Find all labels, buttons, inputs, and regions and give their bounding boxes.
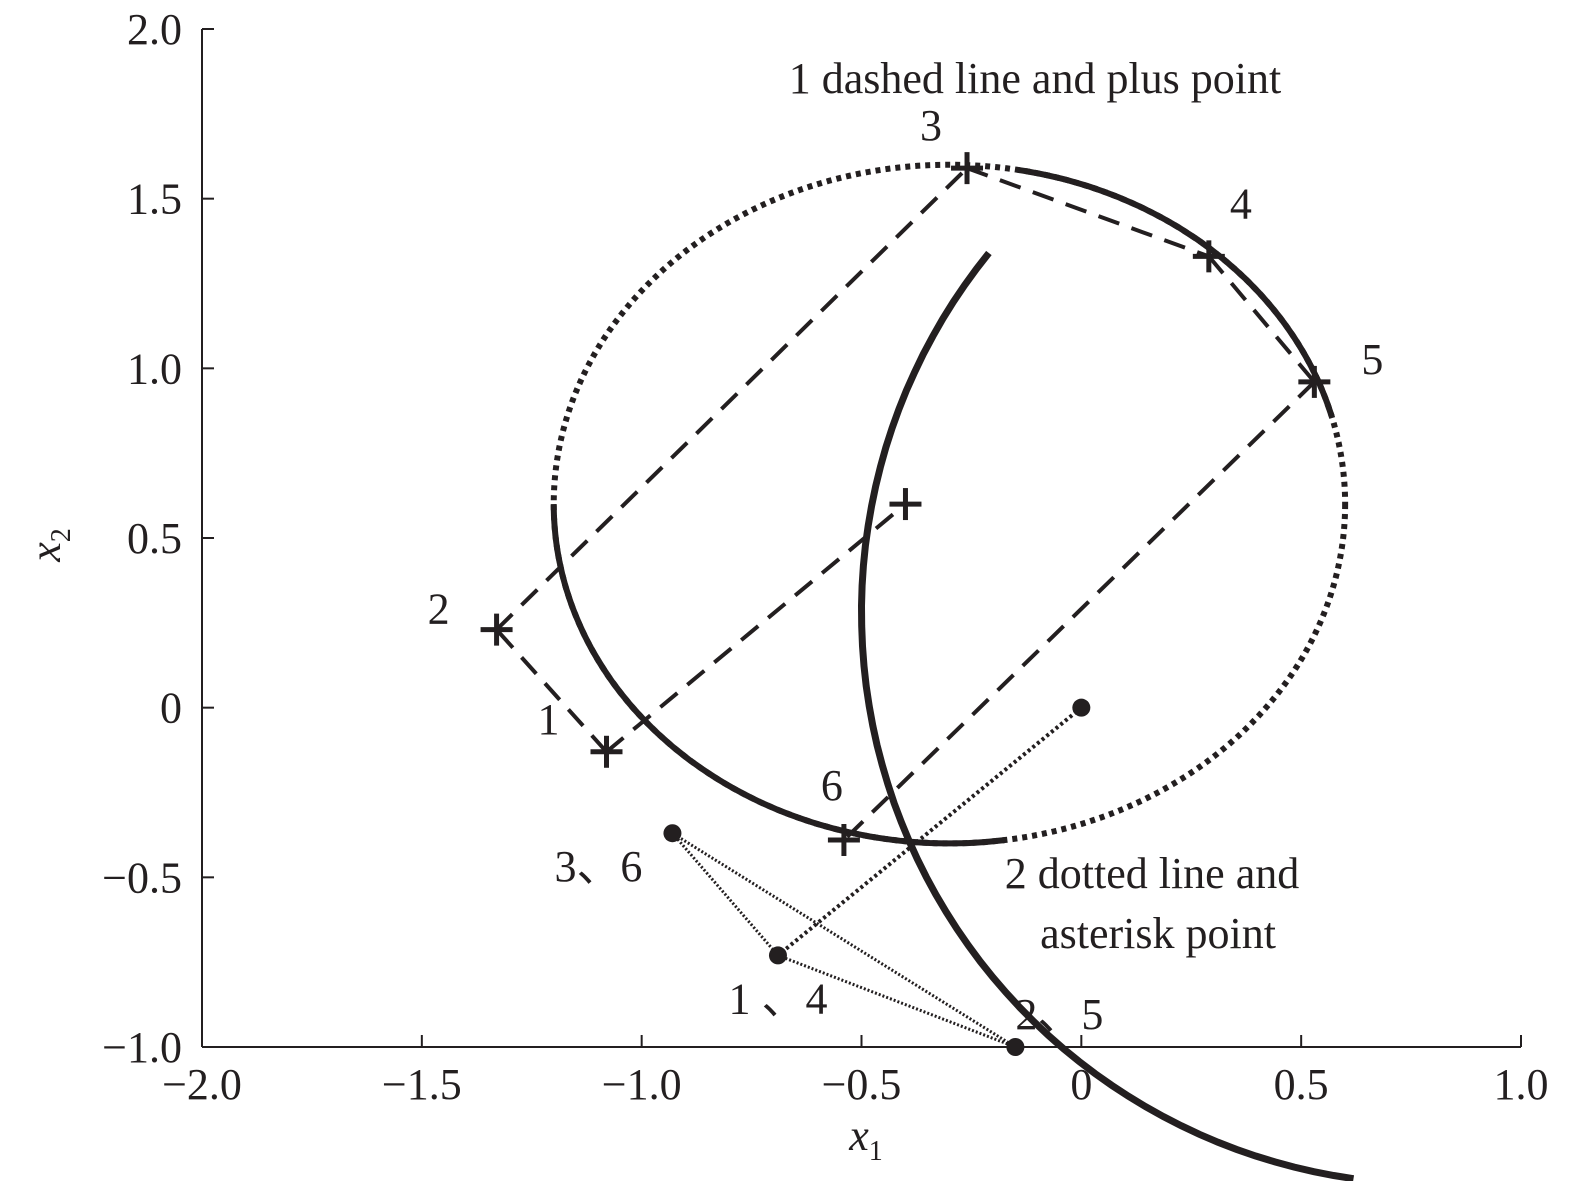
series2-annotation-line2: asterisk point (1040, 909, 1276, 958)
series2-asterisk-point (768, 946, 787, 965)
series2-dotted-center (776, 706, 1083, 957)
series2-asterisk-point (663, 824, 682, 843)
trajectory-solid-arc-right (1017, 166, 1335, 418)
x-tick-label: 0 (1070, 1060, 1092, 1109)
y-tick-label: 0 (160, 684, 182, 733)
series1-dashed-center (605, 502, 907, 754)
series1-point-label: 6 (821, 761, 843, 810)
series1-point-label: 1 (537, 695, 559, 744)
series2-point-label: 1 、4 (728, 974, 827, 1023)
x-tick-label: −0.5 (822, 1060, 902, 1109)
y-axis-label: x2 (21, 528, 77, 563)
series2-center-point (1072, 698, 1091, 717)
series1-plus-point (1298, 365, 1331, 398)
series1-plus-point (951, 152, 984, 185)
y-tick-label: 1.5 (127, 175, 182, 224)
series1-dashed-step (495, 166, 969, 632)
x-tick-label: 1.0 (1494, 1060, 1549, 1109)
trajectory-small-arc (857, 250, 1355, 1181)
series1-center-plus (889, 488, 922, 521)
series1-point-label: 5 (1361, 335, 1383, 384)
series1-point-label: 2 (428, 585, 450, 634)
series1-plus-point (827, 824, 860, 857)
series1-dashed-step (1207, 255, 1316, 384)
y-tick-label: 2.0 (127, 5, 182, 54)
series1-point-label: 4 (1230, 179, 1252, 228)
series1-dashed-step (842, 380, 1316, 842)
trajectory-curves (550, 161, 1355, 1181)
series1-plus-point (1192, 240, 1225, 273)
series2-dotted-step (777, 953, 1016, 1049)
trajectory-solid-arc-left (550, 504, 1005, 847)
y-tick-label: 0.5 (127, 514, 182, 563)
series2-dotted-step (671, 831, 1017, 1049)
series1-dashed-step (966, 166, 1210, 259)
x-tick-label: −1.5 (382, 1060, 462, 1109)
y-tick-label: 1.0 (127, 344, 182, 393)
x-tick-label: 0.5 (1274, 1060, 1329, 1109)
series1-dashed-step (495, 628, 608, 754)
axes (201, 28, 1522, 1048)
series1-plus-point (590, 735, 623, 768)
text-labels: 1 dashed line and plus point 2 dotted li… (21, 5, 1549, 1167)
y-tick-label: −0.5 (102, 853, 182, 902)
series2-point-label: 2、5 (1015, 990, 1103, 1039)
x-tick-label: −1.0 (602, 1060, 682, 1109)
connector-lines (495, 166, 1316, 1049)
series2-dotted-step (671, 832, 780, 957)
y-tick-label: −1.0 (102, 1023, 182, 1072)
series2-asterisk-point (1006, 1038, 1025, 1056)
series1-point-label: 3 (920, 101, 942, 150)
series2-point-label: 3、6 (554, 842, 642, 891)
x-tick-label: −2.0 (162, 1060, 242, 1109)
x-axis-label: x1 (848, 1111, 883, 1167)
series1-plus-point (480, 613, 513, 646)
series2-annotation-line1: 2 dotted line and (1005, 849, 1300, 898)
trajectory-ellipse (550, 161, 1349, 847)
data-marks (480, 152, 1331, 1056)
series1-annotation: 1 dashed line and plus point (789, 54, 1282, 103)
